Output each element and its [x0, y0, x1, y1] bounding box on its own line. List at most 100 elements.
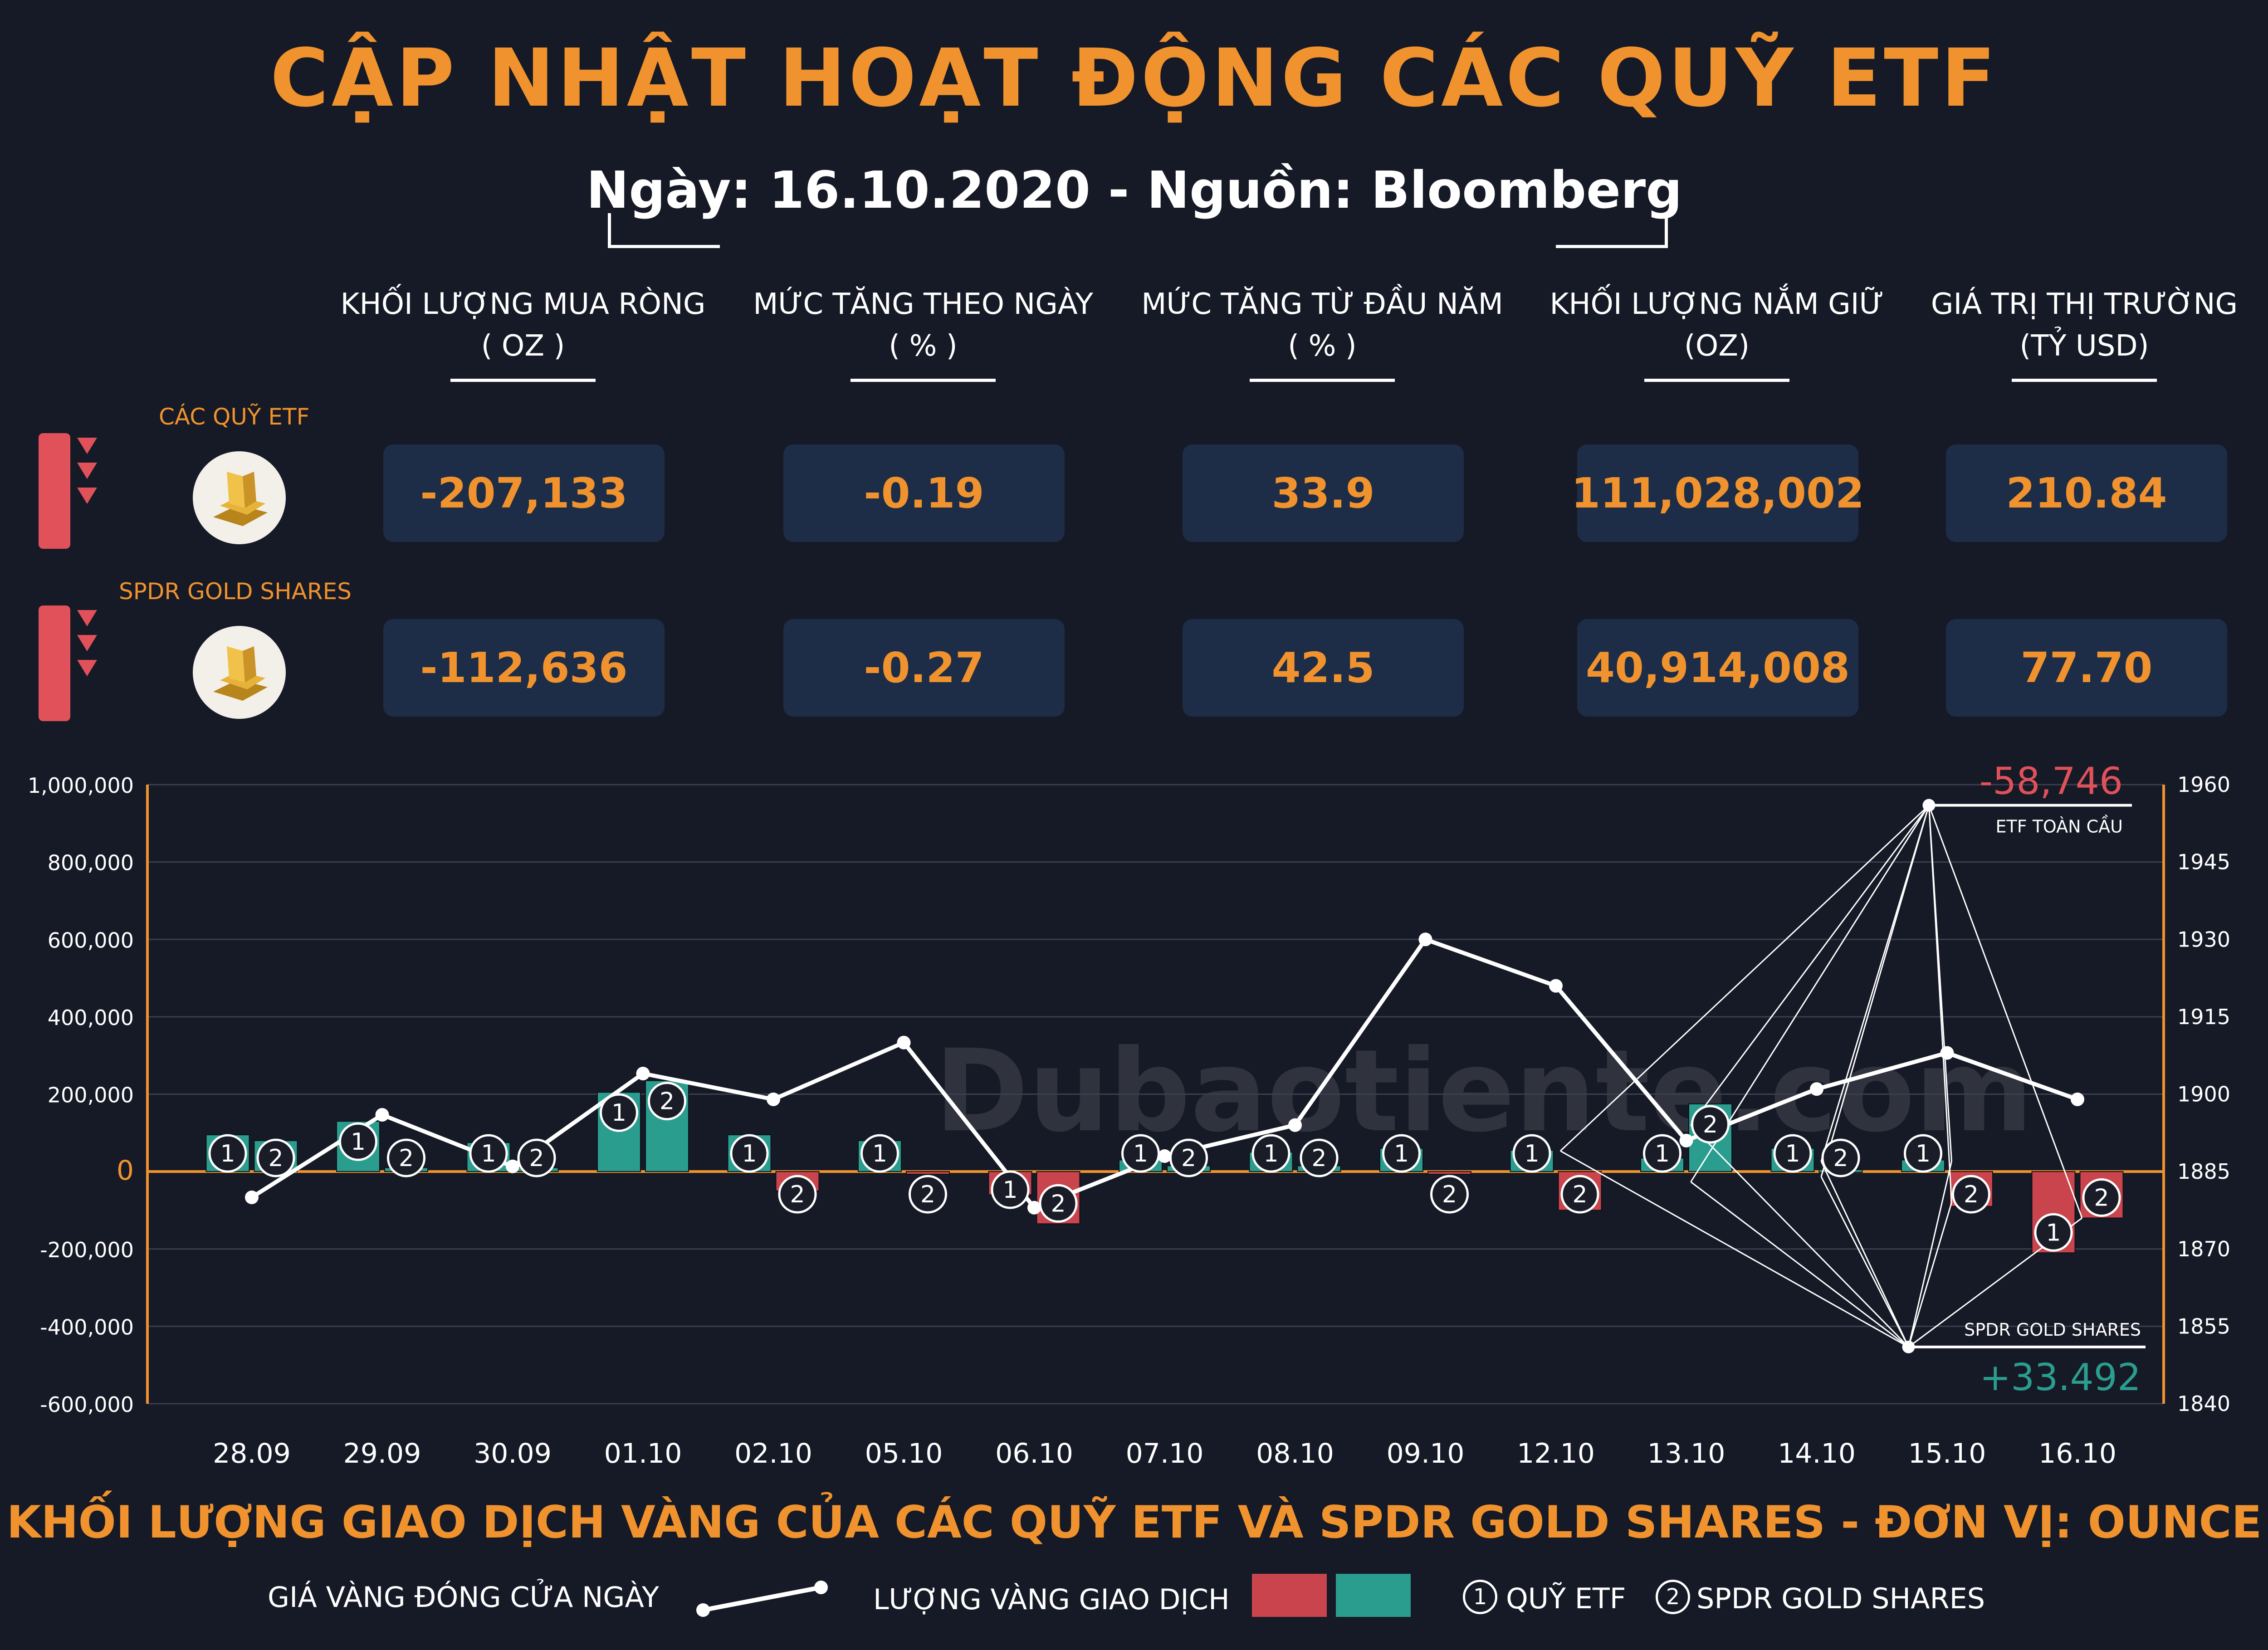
legend-badge-1-icon: 1 — [1463, 1580, 1497, 1614]
x-axis-tick-label: 06.10 — [995, 1438, 1073, 1469]
annotation-connector — [1908, 1161, 1952, 1347]
annotation-connector — [1690, 805, 1930, 1182]
x-axis-tick-label: 07.10 — [1126, 1438, 1204, 1469]
badge-spdr-circle — [648, 1082, 686, 1121]
column-underline — [850, 379, 996, 382]
price-point — [1549, 979, 1563, 993]
legend-positive-swatch — [1336, 1574, 1411, 1617]
left-axis-tick-label: 800,000 — [48, 851, 134, 875]
legend-negative-swatch — [1252, 1574, 1327, 1617]
badge-etf-circle — [2034, 1213, 2073, 1252]
subtitle-bracket-right — [1556, 213, 1668, 248]
etf-ytd-change-value: 33.9 — [1183, 444, 1464, 542]
watermark: Dubaotiente.com — [934, 1025, 2033, 1157]
right-axis-tick-label: 1840 — [2177, 1391, 2230, 1416]
annotation-connector — [1820, 805, 1930, 1162]
spdr-net-volume-value: -112,636 — [383, 619, 665, 717]
badge-etf-label: 1 — [1785, 1140, 1800, 1167]
x-axis-tick-label: 29.09 — [343, 1438, 421, 1469]
x-axis-tick-label: 30.09 — [474, 1438, 552, 1469]
right-axis-tick-label: 1885 — [2177, 1159, 2230, 1184]
badge-etf-label: 1 — [1655, 1140, 1670, 1167]
badge-spdr-label: 2 — [529, 1145, 544, 1172]
etf-market-value: 210.84 — [1946, 444, 2227, 542]
x-axis-tick-label: 01.10 — [604, 1438, 682, 1469]
badge-etf-label: 1 — [1524, 1140, 1539, 1167]
badge-spdr-circle — [256, 1138, 295, 1177]
column-header-line1: GIÁ TRỊ THỊ TRƯỜNG — [1931, 288, 2238, 321]
page-title: CẬP NHẬT HOẠT ĐỘNG CÁC QUỸ ETF — [270, 32, 1999, 125]
legend-line-icon — [696, 1581, 828, 1617]
chart-title: KHỐI LƯỢNG GIAO DỊCH VÀNG CỦA CÁC QUỸ ET… — [6, 1497, 2262, 1548]
price-point — [1027, 1201, 1041, 1215]
down-triangle-icon — [77, 463, 97, 479]
price-point — [897, 1035, 911, 1050]
down-triangle-icon — [77, 488, 97, 504]
annotation-connector — [1559, 805, 1930, 1152]
column-header-line2: ( % ) — [889, 329, 958, 363]
badge-spdr-label: 2 — [1181, 1145, 1196, 1172]
badge-spdr-label: 2 — [1964, 1181, 1979, 1208]
badge-spdr-circle — [1169, 1138, 1208, 1177]
legend-price-label: GIÁ VÀNG ĐÓNG CỬA NGÀY — [268, 1581, 659, 1614]
badge-spdr-label: 2 — [1051, 1190, 1066, 1217]
column-header-line1: MỨC TĂNG THEO NGÀY — [753, 288, 1093, 321]
right-axis-tick-label: 1930 — [2177, 927, 2230, 952]
bar-spdr — [906, 1171, 950, 1175]
annotation-connector — [1908, 1202, 1952, 1347]
x-axis-tick-label: 15.10 — [1908, 1438, 1986, 1469]
etf-holdings-value: 111,028,002 — [1571, 444, 1864, 542]
annotation-connector — [1560, 1150, 1909, 1348]
price-point — [1940, 1046, 1954, 1060]
badge-etf-label: 1 — [1916, 1140, 1931, 1167]
badge-etf-circle — [1904, 1134, 1942, 1173]
column-header-market-value: GIÁ TRỊ THỊ TRƯỜNG (TỶ USD) — [1885, 283, 2268, 367]
badge-etf-circle — [860, 1134, 899, 1173]
annotation-connector — [1820, 805, 1930, 1177]
x-axis-tick-label: 02.10 — [734, 1438, 812, 1469]
badge-etf-circle — [1251, 1134, 1290, 1173]
gold-bar-icon — [193, 451, 286, 544]
badge-spdr-label: 2 — [268, 1145, 283, 1172]
badge-spdr-label: 2 — [399, 1145, 414, 1172]
gold-bar-icon — [193, 626, 286, 719]
badge-spdr-circle — [387, 1138, 425, 1177]
left-axis-tick-label: -400,000 — [40, 1315, 134, 1339]
badge-spdr-circle — [1300, 1138, 1339, 1177]
annotation-connector — [1820, 1161, 1909, 1347]
spdr-ytd-change-value: 42.5 — [1183, 619, 1464, 717]
badge-etf-circle — [1121, 1134, 1160, 1173]
badge-spdr-label: 2 — [1311, 1145, 1326, 1172]
etf-net-volume-value: -207,133 — [383, 444, 665, 542]
down-indicator — [39, 605, 70, 721]
column-header-line2: (TỶ USD) — [2019, 329, 2149, 363]
price-point — [1810, 1082, 1823, 1096]
column-header-line1: MỨC TĂNG TỪ ĐẦU NĂM — [1141, 288, 1503, 321]
left-axis-tick-label: -600,000 — [40, 1392, 134, 1417]
badge-etf-circle — [1773, 1134, 1812, 1173]
column-underline — [450, 379, 596, 382]
badge-etf-label: 1 — [351, 1128, 366, 1156]
right-axis-tick-label: 1900 — [2177, 1082, 2230, 1107]
etf-daily-change-value: -0.19 — [783, 444, 1065, 542]
badge-spdr-circle — [1691, 1105, 1730, 1144]
badge-etf-label: 1 — [481, 1140, 496, 1167]
price-point — [506, 1159, 519, 1173]
badge-spdr-circle — [2082, 1178, 2121, 1217]
column-underline — [1250, 379, 1395, 382]
left-axis-tick-label: 0 — [117, 1155, 134, 1186]
fund-label-spdr: SPDR GOLD SHARES — [119, 578, 352, 605]
right-axis-tick-label: 1870 — [2177, 1237, 2230, 1261]
down-triangle-icon — [77, 660, 97, 676]
left-axis-tick-label: -200,000 — [40, 1238, 134, 1262]
x-axis-tick-label: 14.10 — [1778, 1438, 1856, 1469]
down-indicator — [39, 433, 70, 549]
badge-spdr-circle — [1430, 1175, 1469, 1214]
badge-etf-circle — [469, 1134, 508, 1173]
price-point — [1288, 1118, 1302, 1132]
legend-volume-label: LƯỢNG VÀNG GIAO DỊCH — [873, 1583, 1230, 1616]
column-underline — [1644, 379, 1789, 382]
price-point — [767, 1092, 780, 1106]
annotation-etf-value: -58,746 — [1979, 760, 2123, 803]
